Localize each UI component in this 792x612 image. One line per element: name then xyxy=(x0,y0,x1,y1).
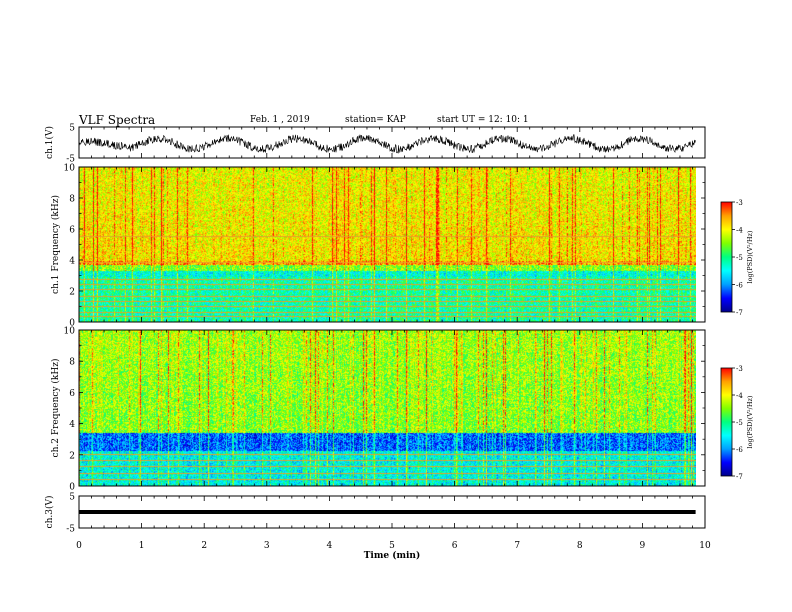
y-tick-label: 10 xyxy=(64,164,76,174)
y-tick-label: 4 xyxy=(69,257,75,267)
y-tick-label: 5 xyxy=(69,493,75,503)
x-tick-label: 0 xyxy=(76,541,82,551)
y-tick-label: 8 xyxy=(69,195,75,205)
colorbar-tick-label: -5 xyxy=(736,254,743,262)
colorbar-tick-label: -4 xyxy=(736,392,743,400)
y-tick-label: -5 xyxy=(66,155,75,165)
ch1-waveform-trace xyxy=(78,134,696,155)
x-tick-label: 9 xyxy=(640,541,646,551)
x-axis-label: Time (min) xyxy=(364,550,421,561)
colorbar-ch2 xyxy=(720,367,733,477)
colorbar-tick-label: -3 xyxy=(736,365,743,373)
y-tick-label: 2 xyxy=(69,288,75,298)
spectrogram-image-ch2 xyxy=(79,330,696,486)
y-tick-label: 6 xyxy=(69,226,75,236)
x-tick-label: 8 xyxy=(577,541,583,551)
y-axis-label: ch.3(V) xyxy=(44,496,55,529)
colorbar-ch1 xyxy=(720,201,733,313)
y-axis-label: ch.1(V) xyxy=(44,126,55,159)
colorbar-tick-label: -5 xyxy=(736,419,743,427)
marks-layer xyxy=(78,134,696,514)
y-axis-label: ch.1 Frequency (kHz) xyxy=(50,195,61,294)
y-tick-label: 8 xyxy=(69,358,75,368)
figure-title: VLF Spectra xyxy=(79,113,156,127)
colorbar-tick-label: -7 xyxy=(736,309,743,317)
x-tick-label: 1 xyxy=(139,541,145,551)
date-label: Feb. 1 , 2019 xyxy=(250,115,310,125)
y-tick-label: 10 xyxy=(64,327,76,337)
colorbar-label: log(PSD)(V²/Hz) xyxy=(746,395,754,448)
y-tick-label: -5 xyxy=(66,525,75,535)
station-label: station= KAP xyxy=(345,115,406,125)
y-axis-label: ch.2 Frequency (kHz) xyxy=(50,359,61,458)
y-tick-label: 5 xyxy=(69,124,75,134)
x-tick-label: 2 xyxy=(201,541,207,551)
x-tick-label: 7 xyxy=(514,541,520,551)
x-tick-label: 5 xyxy=(389,541,395,551)
x-tick-label: 6 xyxy=(452,541,458,551)
y-tick-label: 0 xyxy=(69,319,75,329)
image-layer xyxy=(79,167,696,486)
y-tick-label: 4 xyxy=(69,420,75,430)
colorbar-tick-label: -4 xyxy=(736,227,743,235)
y-tick-label: 6 xyxy=(69,389,75,399)
x-tick-label: 4 xyxy=(327,541,333,551)
y-tick-label: 2 xyxy=(69,451,75,461)
x-tick-label: 10 xyxy=(699,541,711,551)
spectrogram-image-ch1 xyxy=(79,167,696,322)
x-tick-label: 3 xyxy=(264,541,270,551)
colorbar-label: log(PSD)(V²/Hz) xyxy=(746,230,754,283)
colorbar-tick-label: -6 xyxy=(736,446,743,454)
colorbar-tick-label: -7 xyxy=(736,473,743,481)
colorbar-tick-label: -3 xyxy=(736,199,743,207)
y-tick-label: 0 xyxy=(69,483,75,493)
colorbar-tick-label: -6 xyxy=(736,282,743,290)
start-time-label: start UT = 12: 10: 1 xyxy=(437,115,529,125)
